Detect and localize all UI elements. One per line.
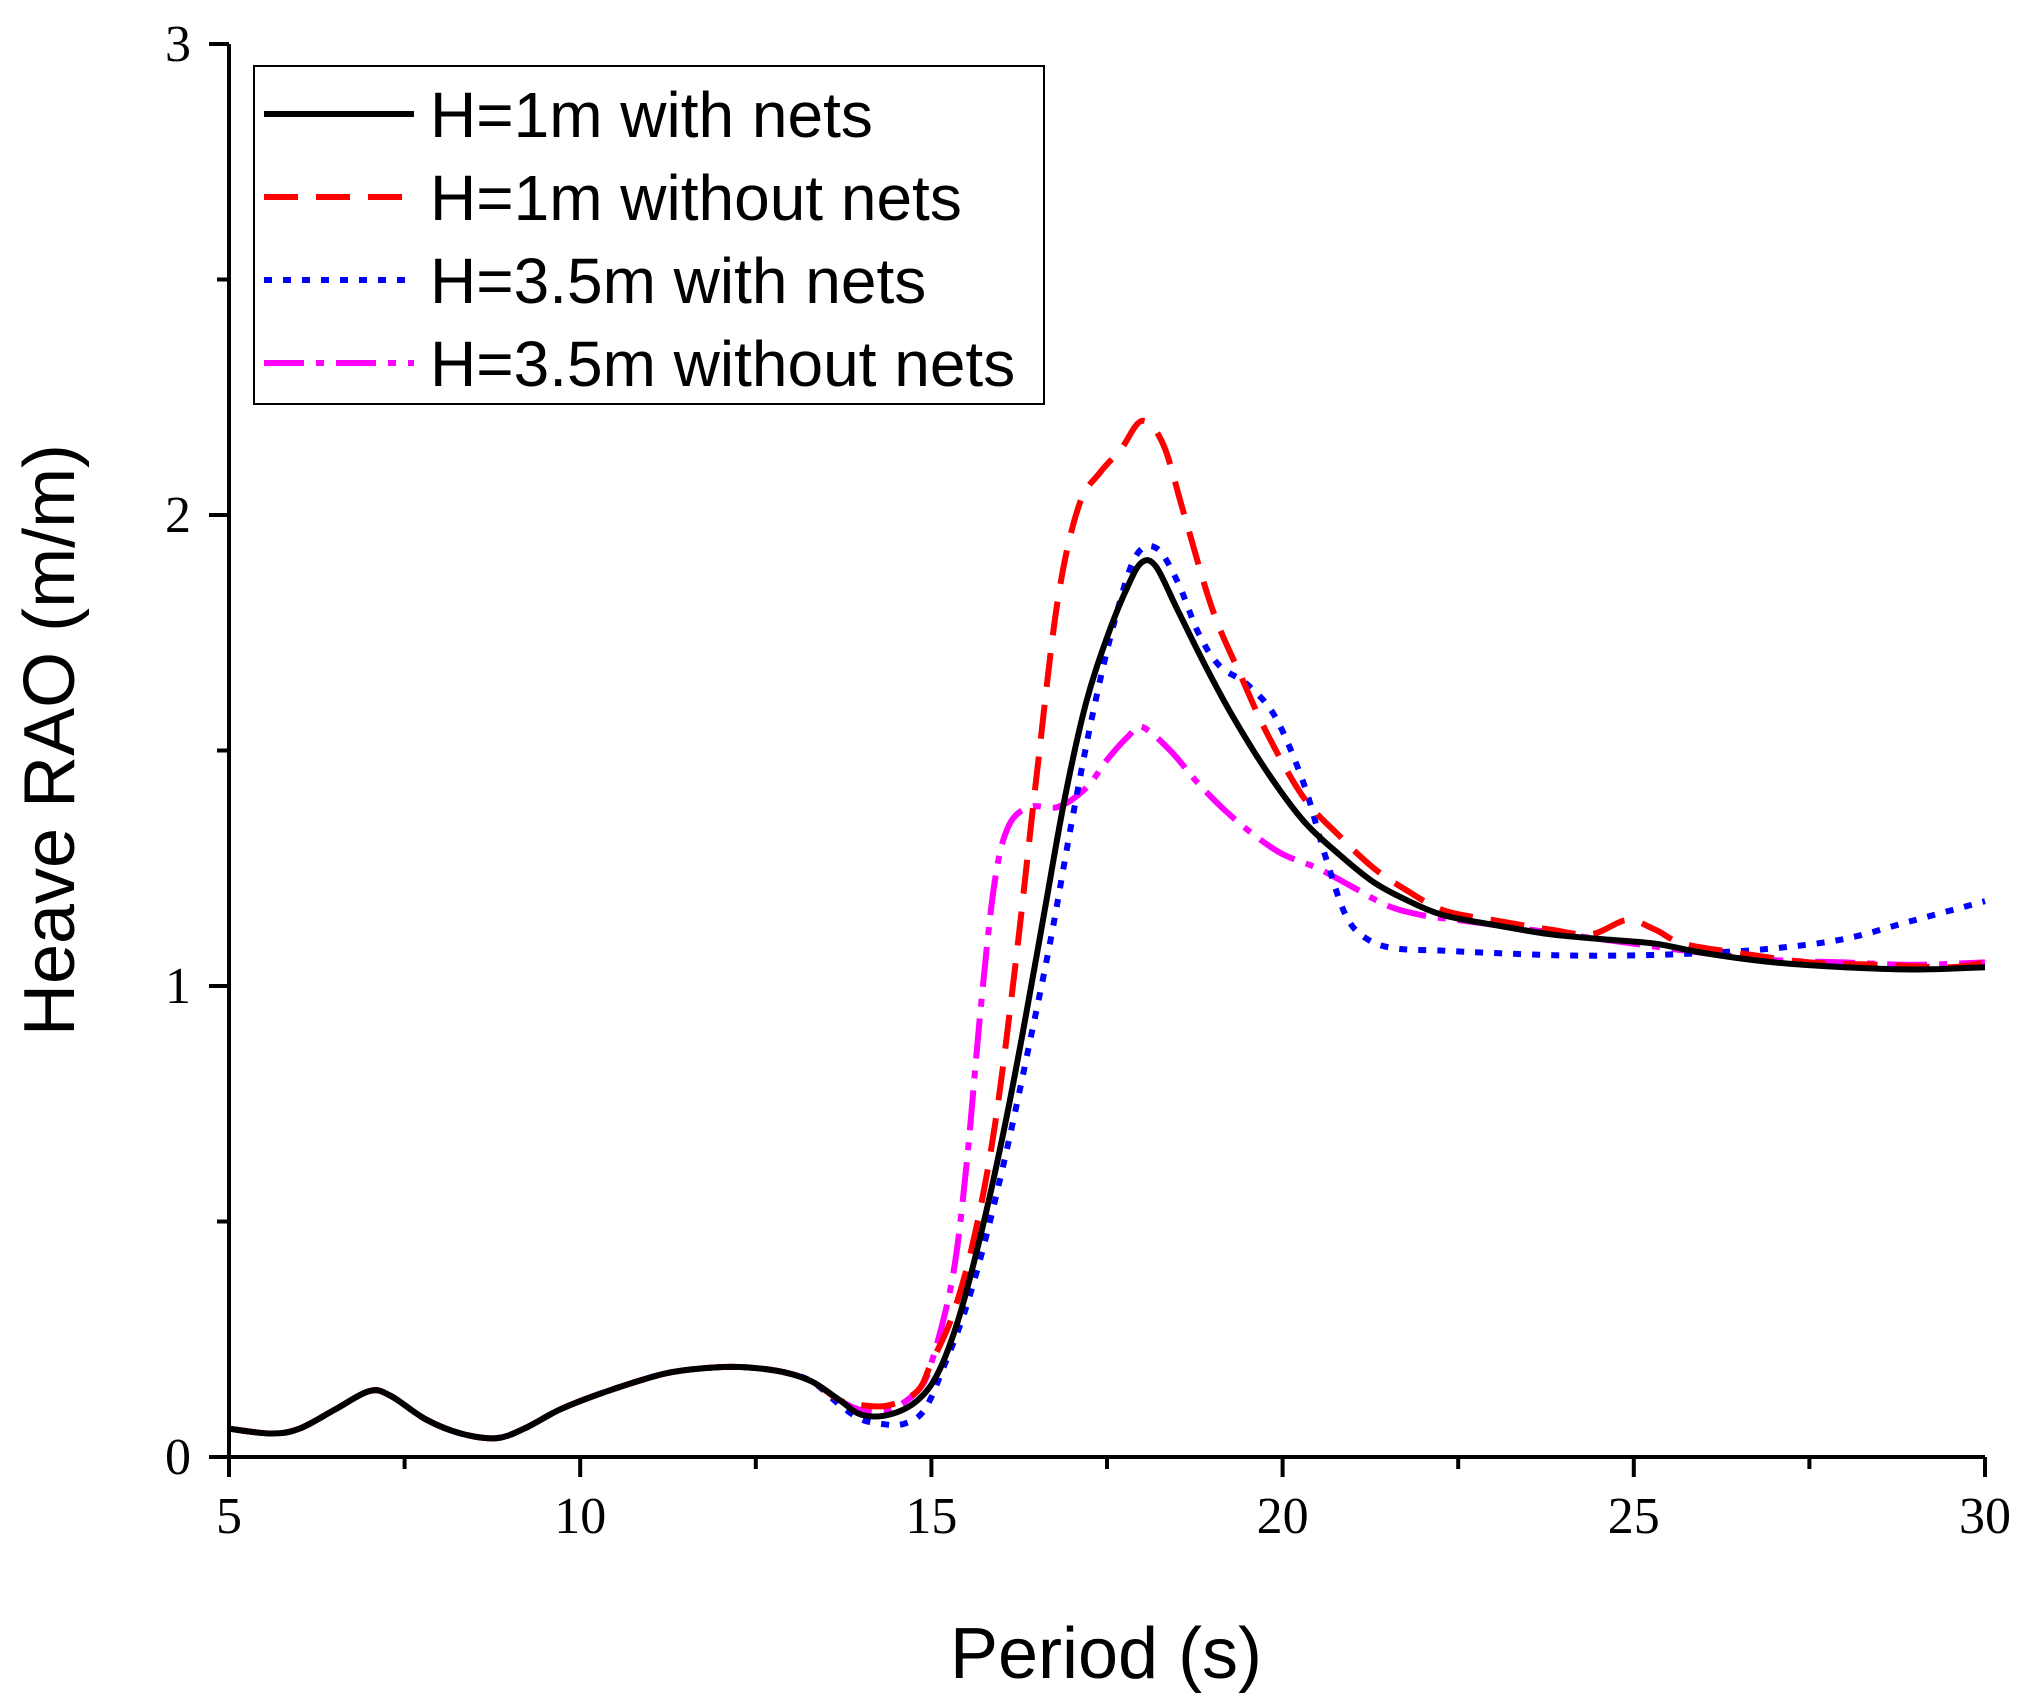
legend-item-h-3-5m-with-nets: H=3.5m with nets [264, 245, 926, 317]
y-tick-label: 0 [165, 1429, 191, 1486]
x-tick-label: 15 [905, 1488, 957, 1545]
tick-layer: 5 10 15 20 25 30 0 1 2 3 [165, 16, 2011, 1545]
legend-item-h-3-5m-without-nets: H=3.5m without nets [264, 328, 1015, 400]
legend-label: H=3.5m without nets [430, 328, 1015, 400]
y-tick-label: 3 [165, 16, 191, 73]
series-line-h-3-5m-with-nets [228, 542, 1986, 1442]
legend-label: H=1m with nets [430, 79, 873, 151]
x-axis-title: Period (s) [950, 1614, 1262, 1694]
x-tick-label: 30 [1959, 1488, 2011, 1545]
y-tick-label: 2 [165, 487, 191, 544]
legend-label: H=1m without nets [430, 162, 962, 234]
series-line-h-1m-with-nets [228, 557, 1986, 1442]
x-tick-label: 20 [1257, 1488, 1309, 1545]
legend-item-h-1m-without-nets: H=1m without nets [264, 162, 962, 234]
legend-items: H=1m with nets H=1m without nets H=3.5m wi… [264, 79, 1015, 400]
series-layer [228, 417, 1986, 1442]
x-tick-label: 25 [1608, 1488, 1660, 1545]
y-axis-title: Heave RAO (m/m) [10, 444, 90, 1036]
x-tick-label: 5 [216, 1488, 242, 1545]
x-tick-label: 10 [554, 1488, 606, 1545]
legend-box [253, 65, 1045, 405]
y-tick-label: 1 [165, 958, 191, 1015]
legend-item-h-1m-with-nets: H=1m with nets [264, 79, 873, 151]
legend: H=1m with nets H=1m without nets H=3.5m wi… [253, 65, 1045, 405]
legend-label: H=3.5m with nets [430, 245, 926, 317]
